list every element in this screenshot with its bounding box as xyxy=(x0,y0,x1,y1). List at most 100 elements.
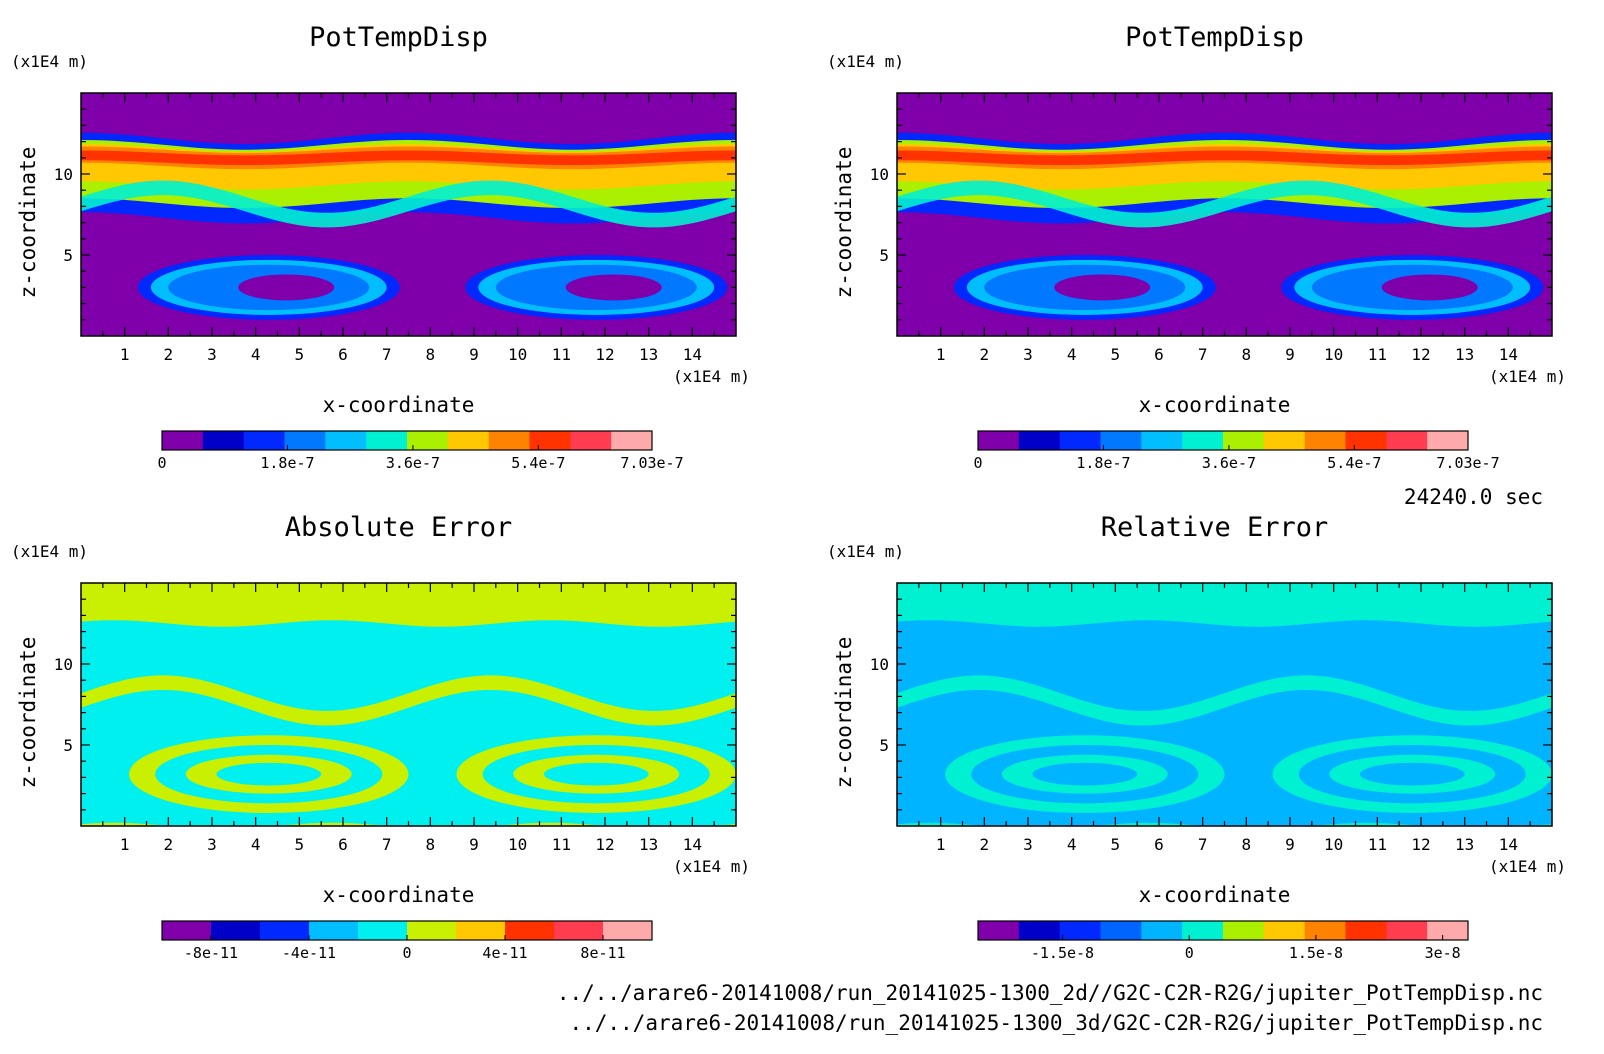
colorbar-tick-label: 0 xyxy=(402,944,411,962)
colorbar-swatch xyxy=(1182,431,1224,450)
x-axis-label: x-coordinate xyxy=(1139,393,1291,417)
colorbar: -8e-11 -4e-11 0 4e-11 8e-11 xyxy=(161,920,653,962)
colorbar-swatch xyxy=(1018,921,1061,940)
panel-3: Absolute Error(x1E4 m)1 2 3 4 5 6 7 8 9 10 11 12 13 1… xyxy=(11,512,750,962)
file-path-1: ../../arare6-20141008/run_20141025-1300_… xyxy=(557,981,1543,1005)
colorbar-tick-label: 3.6e-7 xyxy=(1202,454,1256,472)
x-tick-label: 2 xyxy=(980,835,990,854)
x-unit-label: (x1E4 m) xyxy=(673,367,750,386)
x-tick-label: 2 xyxy=(164,345,174,364)
colorbar-swatch xyxy=(243,431,285,450)
colorbar-swatch xyxy=(1263,431,1306,450)
colorbar-swatch xyxy=(1304,431,1346,450)
x-tick-label: 9 xyxy=(469,345,479,364)
error-swirl xyxy=(1359,762,1465,786)
colorbar-swatch xyxy=(260,921,310,940)
x-tick-label: 5 xyxy=(1111,835,1121,854)
colorbar-swatch xyxy=(407,431,449,450)
colorbar-swatch xyxy=(1059,431,1101,450)
y-axis-label: z-coordinate xyxy=(16,637,40,789)
x-axis-label: x-coordinate xyxy=(323,393,475,417)
x-tick-label: 7 xyxy=(382,345,392,364)
colorbar-tick-label: 0 xyxy=(1185,944,1194,962)
colorbar-tick-label: 3e-8 xyxy=(1425,944,1461,962)
x-tick-label: 9 xyxy=(1285,345,1295,364)
y-tick-label: 10 xyxy=(54,655,73,674)
x-tick-label: 6 xyxy=(1154,345,1164,364)
colorbar-swatch xyxy=(309,921,359,940)
colorbar-swatch xyxy=(1018,431,1061,450)
colorbar-swatch xyxy=(611,431,653,450)
y-tick-label: 5 xyxy=(879,246,889,265)
x-tick-label: 8 xyxy=(426,345,436,364)
x-tick-label: 5 xyxy=(295,835,305,854)
colorbar-tick-label: 1.8e-7 xyxy=(1076,454,1130,472)
x-tick-label: 4 xyxy=(251,345,261,364)
x-tick-label: 13 xyxy=(1455,345,1474,364)
colorbar-swatch xyxy=(505,921,555,940)
x-tick-label: 3 xyxy=(1023,345,1033,364)
x-tick-label: 4 xyxy=(251,835,261,854)
colorbar-swatch xyxy=(603,921,653,940)
x-tick-label: 8 xyxy=(1242,345,1252,364)
x-tick-label: 9 xyxy=(469,835,479,854)
colorbar-swatch xyxy=(1223,921,1265,940)
colorbar-swatch xyxy=(456,921,506,940)
colorbar-tick-label: 4e-11 xyxy=(482,944,527,962)
x-tick-label: 9 xyxy=(1285,835,1295,854)
y-tick-label: 5 xyxy=(879,736,889,755)
colorbar-swatch xyxy=(1386,431,1428,450)
x-axis-label: x-coordinate xyxy=(1139,883,1291,907)
x-tick-label: 14 xyxy=(683,835,702,854)
file-path-2: ../../arare6-20141008/run_20141025-1300_… xyxy=(569,1011,1543,1035)
x-tick-label: 14 xyxy=(1499,835,1518,854)
x-tick-label: 12 xyxy=(1411,345,1430,364)
x-tick-label: 5 xyxy=(1111,345,1121,364)
x-tick-label: 13 xyxy=(639,345,658,364)
colorbar-tick-label: 7.03e-7 xyxy=(1436,454,1499,472)
x-tick-label: 5 xyxy=(295,345,305,364)
x-tick-label: 12 xyxy=(595,345,614,364)
x-tick-label: 14 xyxy=(683,345,702,364)
chart-title: Absolute Error xyxy=(285,512,513,543)
x-tick-label: 11 xyxy=(552,835,571,854)
x-axis-label: x-coordinate xyxy=(323,883,475,907)
x-tick-label: 14 xyxy=(1499,345,1518,364)
colorbar-swatch xyxy=(284,431,326,450)
colorbar-swatch xyxy=(1100,921,1142,940)
colorbar-swatch xyxy=(407,921,457,940)
colorbar-tick-label: 3.6e-7 xyxy=(386,454,440,472)
y-tick-label: 5 xyxy=(63,736,73,755)
colorbar-swatch xyxy=(1141,431,1183,450)
colorbar-swatch xyxy=(447,431,490,450)
x-tick-label: 4 xyxy=(1067,345,1077,364)
colorbar-tick-label: 8e-11 xyxy=(580,944,625,962)
x-tick-label: 7 xyxy=(382,835,392,854)
x-tick-label: 10 xyxy=(1324,345,1343,364)
x-unit-label: (x1E4 m) xyxy=(673,857,750,876)
colorbar-swatch xyxy=(1182,921,1224,940)
colorbar-swatch xyxy=(162,431,204,450)
colorbar-swatch xyxy=(554,921,604,940)
x-unit-label: (x1E4 m) xyxy=(1489,857,1566,876)
colorbar-swatch xyxy=(1263,921,1306,940)
colorbar: -1.5e-8 0 1.5e-8 3e-8 xyxy=(977,920,1469,962)
x-tick-label: 12 xyxy=(1411,835,1430,854)
chart-title: PotTempDisp xyxy=(309,22,488,53)
field xyxy=(81,583,736,826)
y-unit-label: (x1E4 m) xyxy=(827,52,904,71)
colorbar-swatch xyxy=(325,431,367,450)
colorbar-swatch xyxy=(211,921,261,940)
x-tick-label: 7 xyxy=(1198,345,1208,364)
colorbar-tick-label: -8e-11 xyxy=(184,944,238,962)
colorbar-swatch xyxy=(978,431,1020,450)
x-tick-label: 10 xyxy=(508,835,527,854)
colorbar-frame xyxy=(977,430,1469,451)
error-swirl xyxy=(543,762,649,786)
x-tick-label: 3 xyxy=(207,835,217,854)
colorbar-swatch xyxy=(162,921,212,940)
y-unit-label: (x1E4 m) xyxy=(11,542,88,561)
colorbar-swatch xyxy=(1100,431,1142,450)
x-tick-label: 3 xyxy=(207,345,217,364)
colorbar-swatch xyxy=(529,431,571,450)
